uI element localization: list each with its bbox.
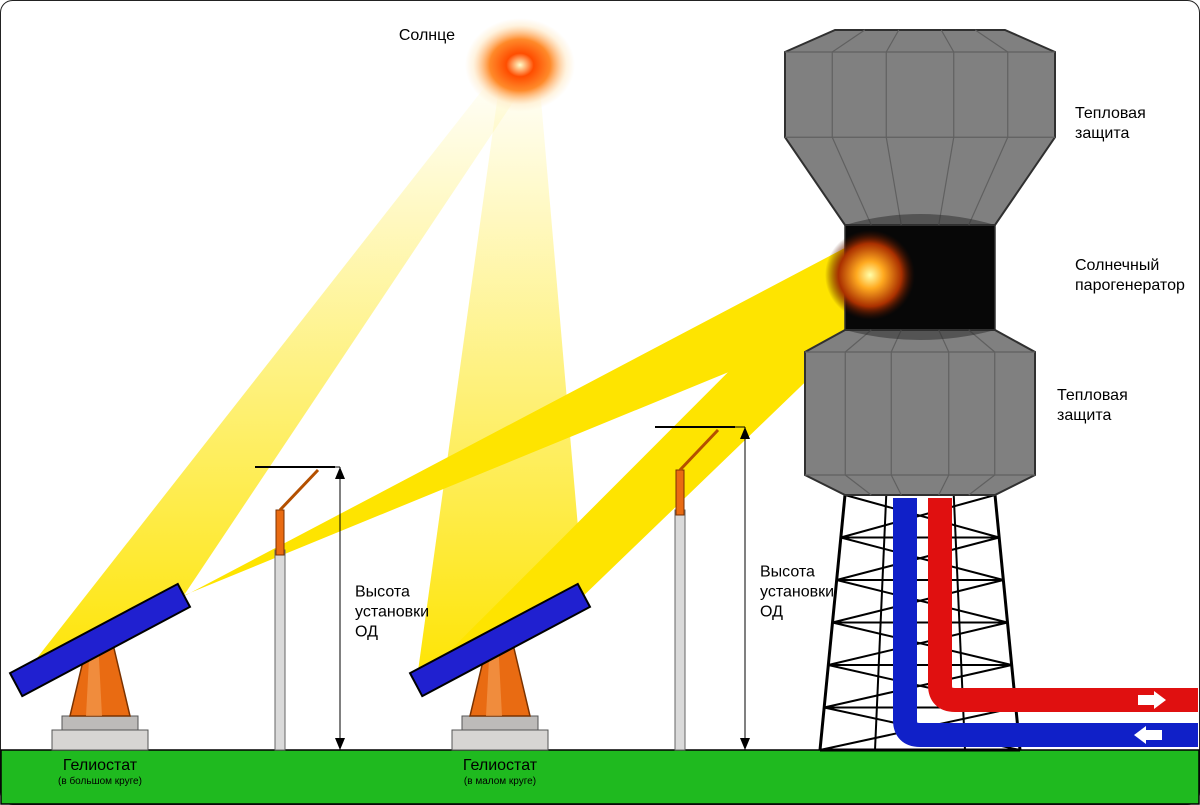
dimension-label: установки [760, 584, 834, 601]
heliostat-label: Гелиостат [63, 757, 138, 774]
dimension-label: ОД [760, 604, 783, 621]
focal-spot-icon [825, 230, 915, 320]
heliostat-label: Гелиостат [463, 757, 538, 774]
dimension-label: установки [355, 604, 429, 621]
heliostat-sublabel: (в большом круге) [58, 775, 142, 787]
bottom-heat-shield [805, 330, 1035, 495]
dimension [280, 467, 345, 750]
heliostat-sublabel: (в малом круге) [464, 776, 536, 787]
bottom-shield-label: Тепловая [1057, 387, 1128, 404]
sensor-pole [255, 467, 335, 750]
top-heat-shield [785, 30, 1055, 225]
dimension-label: Высота [355, 584, 410, 601]
ground [1, 750, 1199, 804]
sun-icon [465, 18, 575, 112]
receiver-label: парогенератор [1075, 277, 1185, 294]
top-shield-label: Тепловая [1075, 105, 1146, 122]
top-shield-label: защита [1075, 125, 1129, 142]
dimension-label: ОД [355, 624, 378, 641]
receiver-label: Солнечный [1075, 257, 1159, 274]
bottom-shield-label: защита [1057, 407, 1111, 424]
sun-label: Солнце [399, 27, 455, 44]
dimension-label: Высота [760, 564, 815, 581]
